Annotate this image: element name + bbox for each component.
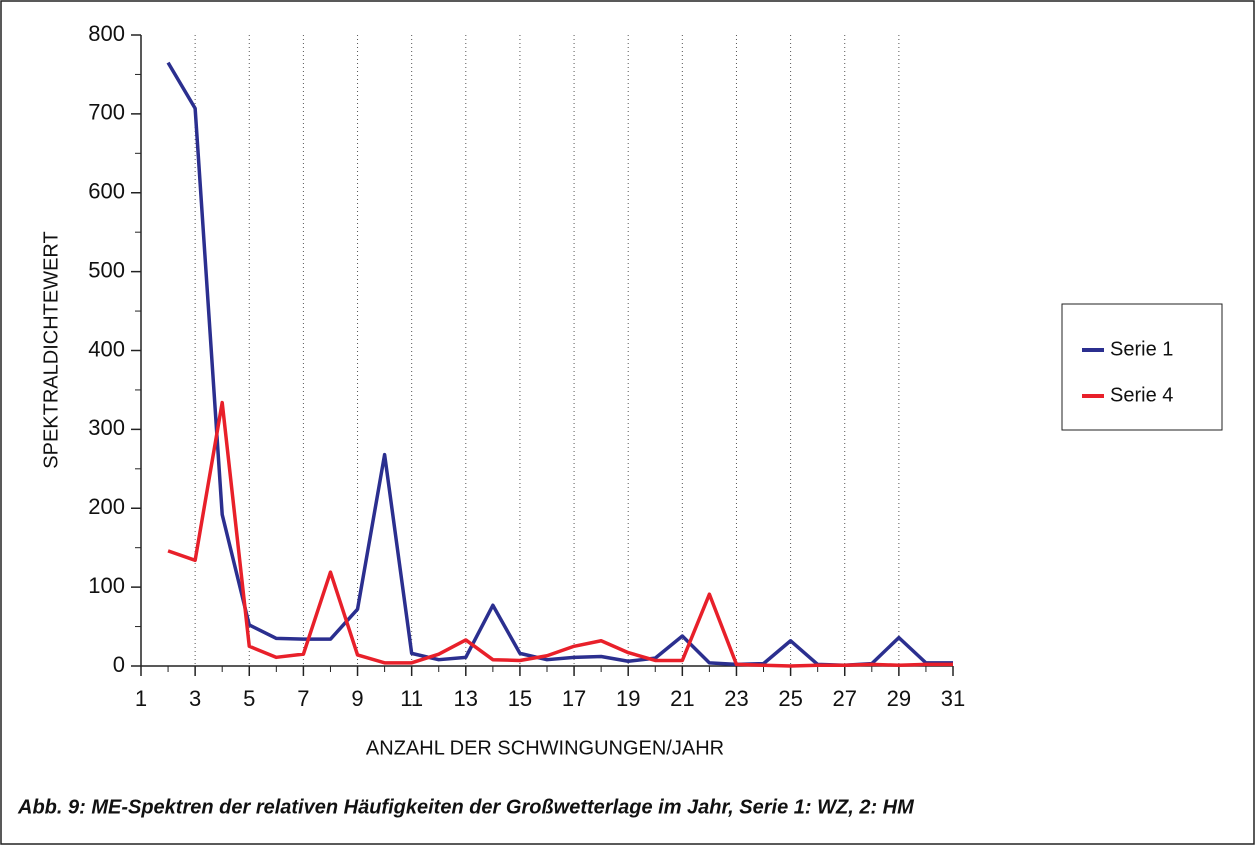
series-line (167, 400, 953, 668)
y-tick-label: 700 (88, 100, 125, 125)
x-tick-label: 19 (616, 686, 640, 711)
x-tick-label: 7 (297, 686, 309, 711)
legend (1061, 303, 1223, 431)
x-tick-label: 29 (887, 686, 911, 711)
x-tick-label: 17 (562, 686, 586, 711)
y-tick-label: 0 (113, 652, 125, 677)
x-tick-label: 9 (351, 686, 363, 711)
legend-label: Serie 1 (1110, 338, 1173, 360)
x-tick-label: 1 (135, 686, 147, 711)
y-axis-label: SPEKTRALDICHTEWERT (40, 231, 62, 468)
x-tick-label: 31 (941, 686, 965, 711)
y-tick-label: 600 (88, 179, 125, 204)
x-tick-label: 3 (189, 686, 201, 711)
y-tick-label: 400 (88, 336, 125, 361)
legend-label: Serie 4 (1110, 384, 1173, 406)
x-tick-label: 13 (454, 686, 478, 711)
x-axis-label: ANZAHL DER SCHWINGUNGEN/JAHR (366, 737, 724, 759)
y-tick-label: 200 (88, 494, 125, 519)
x-tick-label: 11 (400, 686, 423, 711)
x-tick-label: 5 (243, 686, 255, 711)
y-tick-label: 300 (88, 415, 125, 440)
y-tick-label: 100 (88, 573, 125, 598)
x-tick-label: 21 (670, 686, 694, 711)
caption: Abb. 9: ME-Spektren der relativen Häufig… (17, 796, 915, 818)
y-tick-label: 500 (88, 257, 125, 282)
x-tick-label: 23 (724, 686, 748, 711)
y-tick-label: 800 (88, 21, 125, 46)
x-tick-label: 25 (778, 686, 802, 711)
x-tick-label: 27 (832, 686, 856, 711)
x-tick-label: 15 (508, 686, 532, 711)
